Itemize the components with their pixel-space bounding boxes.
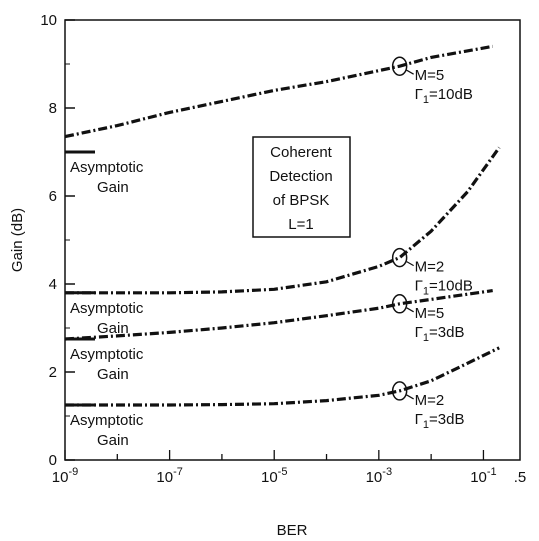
asymptote-label-2-line-1: Asymptotic (70, 300, 144, 317)
series-leader-3 (406, 307, 414, 313)
series-line-4 (65, 346, 500, 407)
series-label-2-line-2: Γ1=10dB (415, 278, 473, 298)
condition-box-line-2: Detection (269, 168, 332, 185)
x-tick-label: .5 (514, 469, 527, 486)
series-label-4-line-1: M=2 (415, 392, 445, 409)
series-label-1-line-1: M=5 (415, 67, 445, 84)
x-tick-label: 10-5 (261, 466, 287, 486)
condition-box: Coherent Detection of BPSK L=1 (252, 136, 351, 238)
asymptote-label-4-line-2: Gain (97, 432, 129, 449)
series-group: M=5 Γ1=10dB M=2 Γ1=10dB M=5 Γ1=3dB M=2 Γ1=3dB (64, 44, 501, 431)
asymptote-label-4-line-1: Asymptotic (70, 412, 144, 429)
y-tick-label: 10 (40, 12, 57, 29)
x-tick-label: 10-7 (156, 466, 182, 486)
condition-box-line-4: L=1 (288, 216, 313, 233)
x-tick-label: 10-3 (366, 466, 392, 486)
asymptote-label-1-line-1: Asymptotic (70, 159, 144, 176)
y-tick-label: 6 (49, 188, 57, 205)
series-line-2 (65, 146, 501, 295)
series-label-3-line-1: M=5 (415, 305, 445, 322)
asymptote-group: Asymptotic Gain Asymptotic Gain Asymptotic Ga… (65, 150, 144, 449)
y-axis-label: Gain (dB) (9, 208, 26, 272)
asymptote-label-3-line-2: Gain (97, 366, 129, 383)
series-label-1-line-2: Γ1=10dB (415, 86, 473, 106)
y-tick-label: 4 (49, 276, 57, 293)
y-tick-label: 8 (49, 100, 57, 117)
series-marker-2 (391, 247, 408, 268)
asymptote-label-1-line-2: Gain (97, 179, 129, 196)
series-marker-1 (391, 56, 408, 76)
asymptote-label-2-line-2: Gain (97, 320, 129, 337)
x-axis-ticks: 10-9 10-7 10-5 10-3 10-1 .5 (52, 450, 526, 486)
y-tick-label: 0 (49, 452, 57, 469)
y-axis-ticks: 0 2 4 6 8 10 (40, 12, 75, 469)
series-line-1 (64, 44, 493, 139)
series-leader-2 (406, 261, 414, 267)
series-label-2-line-1: M=2 (415, 259, 445, 276)
asymptote-label-3-line-1: Asymptotic (70, 346, 144, 363)
x-axis-label: BER (277, 522, 308, 539)
condition-box-line-3: of BPSK (273, 192, 330, 209)
series-line-3 (64, 289, 493, 341)
condition-box-frame (252, 136, 351, 238)
series-leader-1 (406, 69, 414, 75)
x-tick-label: 10-9 (52, 466, 78, 486)
x-tick-label: 10-1 (470, 466, 496, 486)
series-marker-4 (391, 381, 408, 401)
y-tick-label: 2 (49, 364, 57, 381)
series-leader-4 (406, 394, 414, 400)
condition-box-line-1: Coherent (270, 144, 333, 161)
series-marker-3 (391, 294, 408, 314)
series-label-4-line-2: Γ1=3dB (415, 411, 465, 431)
series-label-3-line-2: Γ1=3dB (415, 324, 465, 344)
